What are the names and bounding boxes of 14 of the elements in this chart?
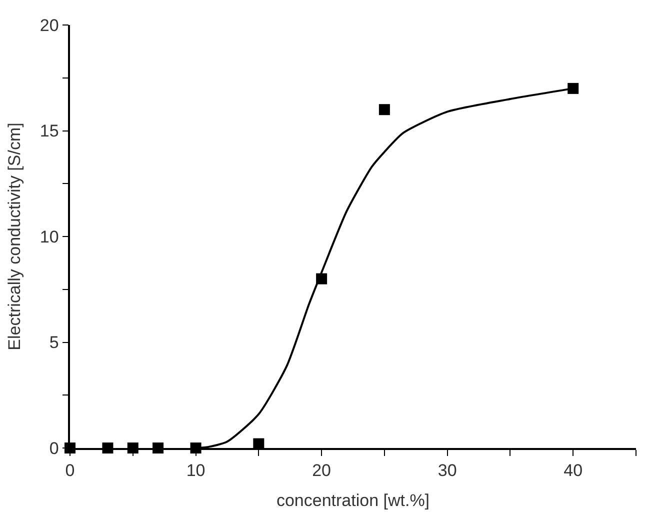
y-tick-label: 0: [49, 438, 59, 458]
point: [568, 82, 579, 94]
point: [378, 104, 390, 116]
y-tick-label: 5: [49, 333, 59, 352]
x-tick-label: 20: [312, 461, 332, 480]
y-tick-label: 15: [40, 122, 59, 141]
x-axis-title: concentration [wt.%]: [276, 491, 430, 510]
x-tick-label: 10: [186, 461, 206, 480]
x-tick-label: 0: [65, 461, 75, 480]
y-tick-label: 20: [40, 16, 59, 35]
y-axis-title: Electrically conductivity [S/cm]: [4, 122, 24, 350]
x-tick-label: 40: [564, 461, 583, 480]
x-tick-label: 30: [438, 461, 457, 480]
y-tick-label: 10: [40, 227, 59, 246]
